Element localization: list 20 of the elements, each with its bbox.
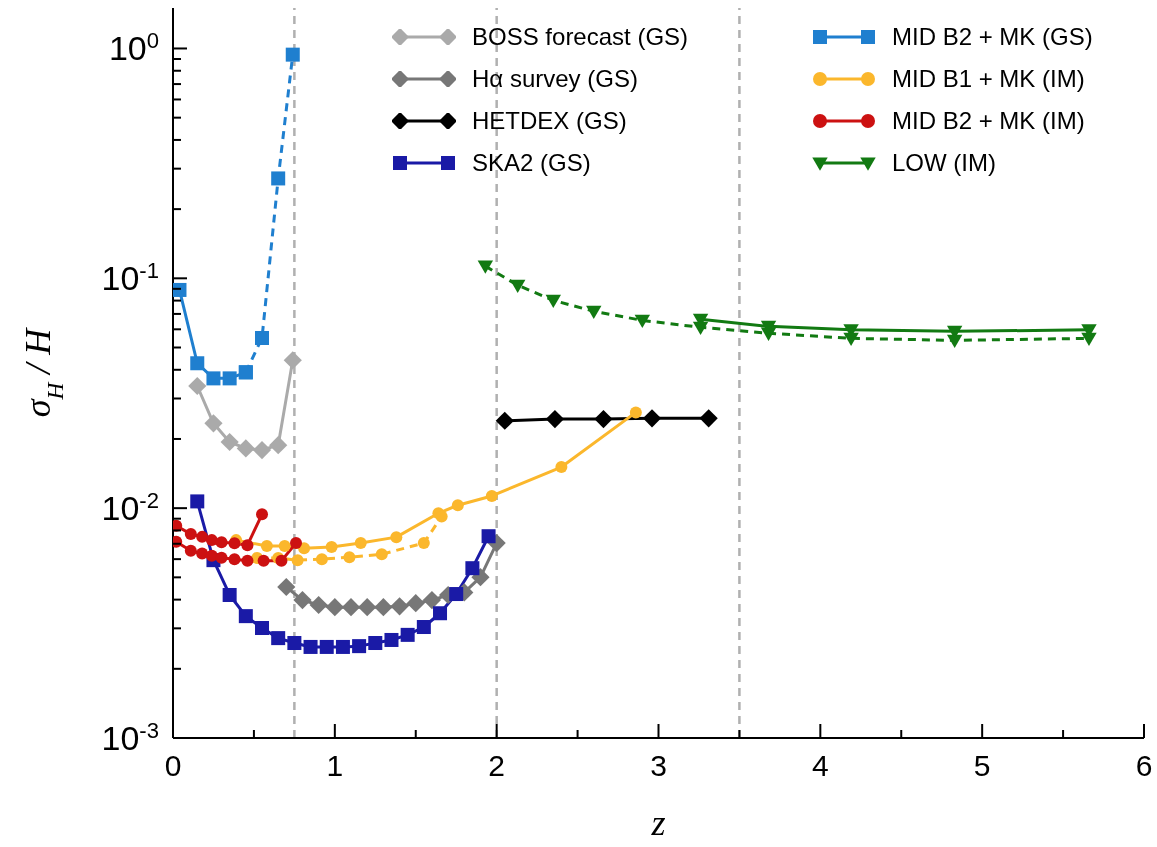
legend-label: MID B2 + MK (IM): [892, 107, 1085, 135]
legend-label: BOSS forecast (GS): [472, 23, 689, 51]
legend-label: MID B1 + MK (IM): [892, 65, 1085, 93]
x-tick-label: 5: [973, 749, 991, 782]
legend-label: MID B2 + MK (GS): [892, 23, 1093, 51]
legend-label: LOW (IM): [892, 149, 996, 177]
legend-label: Hα survey (GS): [472, 65, 638, 93]
x-tick-label: 3: [650, 749, 667, 782]
y-tick-label: 10$^{-2}$: [101, 487, 159, 528]
x-axis-title: z: [650, 803, 666, 843]
x-tick-label: 0: [164, 749, 182, 782]
y-tick-label: 10$^{-3}$: [101, 717, 159, 757]
legend-label: SKA2 (GS): [472, 149, 591, 177]
y-tick-label: 10$^{-1}$: [101, 257, 159, 298]
x-tick-label: 4: [811, 749, 829, 782]
x-tick-label: 2: [488, 749, 506, 782]
x-tick-label: 1: [326, 749, 344, 782]
y-tick-label: 10$^{0}$: [108, 27, 159, 68]
legend-label: HETDEX (GS): [472, 107, 627, 135]
x-tick-label: 6: [1135, 749, 1153, 782]
